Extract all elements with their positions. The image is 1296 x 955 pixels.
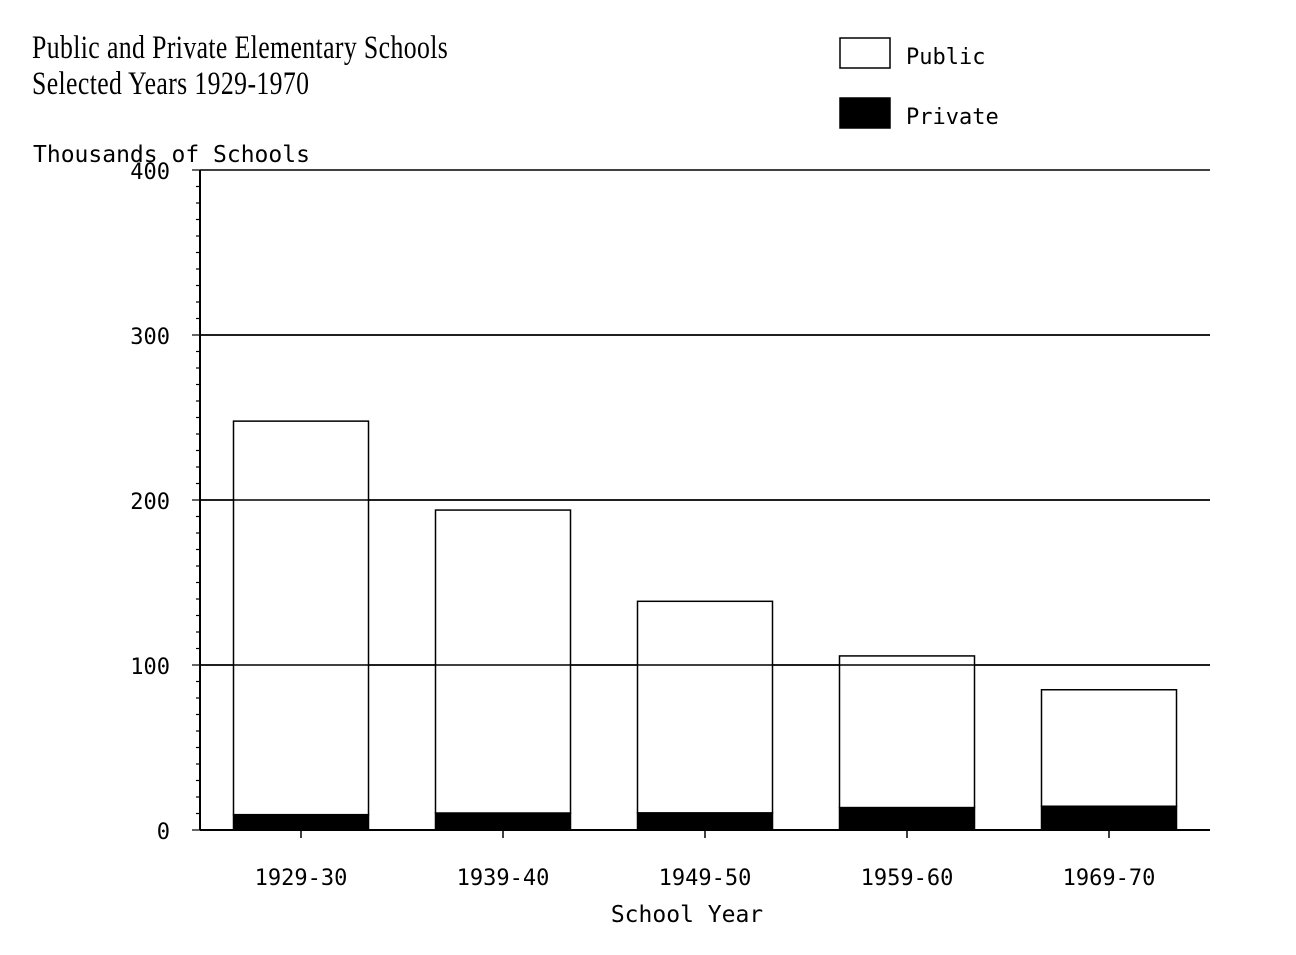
y-tick-label: 400	[130, 160, 170, 185]
axes	[192, 169, 1210, 838]
legend: Public Private	[839, 37, 999, 130]
legend-swatch-public	[839, 37, 891, 69]
y-tick-label: 200	[130, 490, 170, 515]
legend-label-private: Private	[906, 105, 999, 130]
legend-label-public: Public	[906, 45, 985, 70]
x-tick-label: 1929-30	[255, 866, 348, 891]
bars	[200, 334, 1210, 831]
bar-public	[434, 509, 572, 814]
bar-public	[636, 600, 774, 814]
x-tick-label: 1969-70	[1063, 866, 1156, 891]
x-tick-label: 1939-40	[457, 866, 550, 891]
x-axis-title: School Year	[611, 902, 763, 928]
bar-public	[838, 655, 976, 809]
y-axis-title: Thousands of Schools	[33, 142, 310, 168]
y-tick-label: 100	[130, 655, 170, 680]
y-tick-label: 300	[130, 325, 170, 350]
y-tick-label: 0	[157, 820, 170, 845]
bar-public	[232, 420, 370, 816]
bar-private	[232, 813, 370, 831]
bar-private	[434, 812, 572, 831]
bar-public	[1040, 689, 1178, 807]
bar-private	[838, 806, 976, 831]
bar-private	[1040, 805, 1178, 831]
labels: 0 100 200 300 400 1929-30 1939-40 1949-50 1959-6…	[33, 142, 1155, 928]
chart-title: Public and Private Elementary Schools	[32, 30, 449, 66]
legend-swatch-private	[839, 97, 891, 129]
bar-private	[636, 812, 774, 831]
x-tick-label: 1959-60	[861, 866, 954, 891]
chart-subtitle: Selected Years 1929-1970	[32, 66, 310, 102]
x-tick-label: 1949-50	[659, 866, 752, 891]
